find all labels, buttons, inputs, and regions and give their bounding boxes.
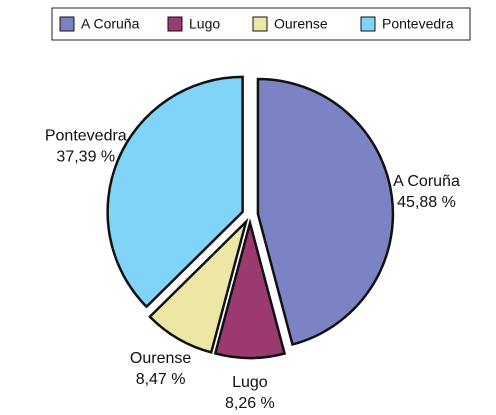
slice-label: Pontevedra: [45, 128, 127, 145]
legend-swatch: [59, 16, 75, 32]
slice-value-label: 45,88 %: [397, 194, 456, 211]
legend-swatch: [360, 16, 376, 32]
slice-value-label: 37,39 %: [56, 149, 115, 166]
legend-swatch: [252, 16, 268, 32]
pie-slice: [213, 218, 287, 360]
slice-value-label: 8,47 %: [136, 371, 186, 388]
legend-label: Lugo: [189, 16, 220, 32]
slice-label: Ourense: [130, 350, 191, 367]
slice-value-label: 8,26 %: [225, 395, 275, 412]
pie-slice: [106, 75, 244, 309]
legend-label: A Coruña: [81, 16, 140, 32]
legend-label: Ourense: [274, 16, 328, 32]
pie-slice: [256, 77, 395, 346]
pie-slice: [148, 217, 249, 354]
legend-label: Pontevedra: [382, 16, 454, 32]
slice-label: Lugo: [232, 374, 268, 391]
slice-label: A Coruña: [393, 173, 460, 190]
legend-swatch: [167, 16, 183, 32]
